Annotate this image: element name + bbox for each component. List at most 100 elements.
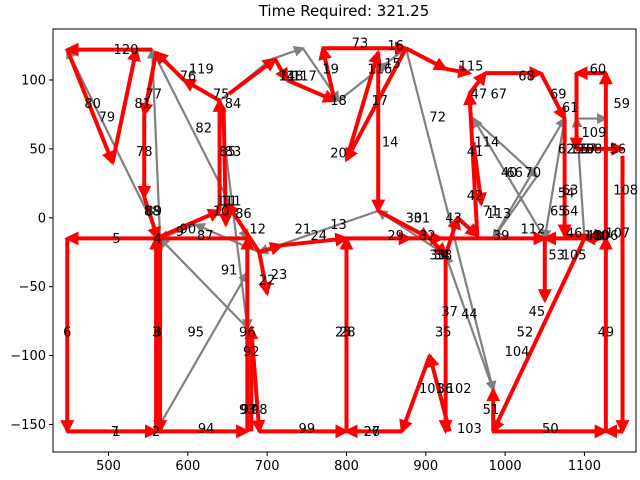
node-label-27: 27	[364, 425, 381, 440]
node-label-77: 77	[145, 87, 162, 102]
node-label-101: 101	[419, 382, 444, 397]
node-label-89: 89	[145, 204, 162, 219]
node-label-94: 94	[198, 422, 215, 437]
node-label-87: 87	[197, 229, 214, 244]
network-edge-3	[158, 236, 249, 329]
route-edge-20	[318, 45, 337, 102]
node-label-9: 9	[176, 225, 184, 240]
route-edges	[60, 41, 630, 439]
route-edge-47	[425, 352, 452, 432]
node-label-7: 7	[111, 425, 119, 440]
route-edge-13	[142, 196, 161, 242]
x-axis: 500 600 700 800 900 1000 1100	[96, 452, 601, 474]
node-label-79: 79	[99, 111, 116, 126]
x-tick-label-700: 700	[255, 459, 280, 474]
node-label-83: 83	[225, 145, 242, 160]
node-label-28: 28	[339, 326, 356, 341]
node-label-10: 10	[213, 204, 230, 219]
node-label-84: 84	[225, 97, 242, 112]
node-label-95: 95	[188, 326, 205, 341]
x-tick-label-900: 900	[413, 459, 438, 474]
route-edge-53	[249, 327, 266, 435]
node-label-47: 47	[471, 87, 488, 102]
network-edge-21	[472, 116, 546, 239]
node-label-85: 85	[219, 145, 236, 160]
route-edge-11	[139, 52, 159, 118]
route-edge-28	[456, 216, 480, 238]
node-label-80: 80	[84, 97, 101, 112]
node-label-70: 70	[525, 166, 542, 181]
node-label-52: 52	[517, 326, 534, 341]
route-edge-66	[445, 64, 473, 79]
node-label-34: 34	[433, 248, 450, 263]
node-label-33: 33	[429, 248, 446, 263]
node-label-108: 108	[613, 184, 638, 199]
node-label-69: 69	[550, 87, 567, 102]
node-label-30: 30	[406, 211, 423, 226]
node-label-26: 26	[364, 425, 381, 440]
x-tick-label-800: 800	[334, 459, 359, 474]
x-tick-label-600: 600	[175, 459, 200, 474]
node-label-51: 51	[483, 403, 500, 418]
node-label-1: 1	[112, 425, 120, 440]
x-tick-label-500: 500	[96, 459, 121, 474]
node-label-25: 25	[335, 326, 352, 341]
node-label-5: 5	[112, 232, 120, 247]
node-label-31: 31	[414, 211, 431, 226]
node-label-50: 50	[542, 422, 559, 437]
node-label-3: 3	[152, 326, 160, 341]
node-label-65: 65	[550, 204, 567, 219]
node-label-86: 86	[235, 207, 252, 222]
route-edge-62	[471, 141, 487, 207]
node-label-11: 11	[221, 195, 238, 210]
node-label-39: 39	[493, 229, 510, 244]
route-edge-17	[227, 57, 278, 96]
node-label-55: 55	[574, 142, 591, 157]
route-edge-58	[225, 201, 261, 254]
node-label-74: 74	[279, 69, 296, 84]
node-label-64: 64	[562, 204, 579, 219]
node-label-63: 63	[562, 184, 579, 199]
node-label-107: 107	[605, 226, 630, 241]
node-label-45: 45	[529, 305, 546, 320]
x-tick-label-1100: 1100	[568, 459, 601, 474]
node-label-21: 21	[295, 222, 312, 237]
node-label-58: 58	[586, 142, 603, 157]
route-edge-43	[491, 237, 587, 434]
node-label-68: 68	[518, 69, 535, 84]
node-label-100: 100	[584, 229, 609, 244]
route-edge-18	[273, 58, 289, 83]
network-edge-14	[443, 252, 495, 391]
node-label-57: 57	[580, 142, 597, 157]
node-label-111: 111	[217, 195, 242, 210]
node-label-115: 115	[459, 60, 484, 75]
node-label-53: 53	[548, 248, 565, 263]
route-edge-56	[281, 232, 350, 248]
chart-title: Time Required: 321.25	[258, 2, 430, 20]
node-label-38: 38	[436, 248, 453, 263]
node-label-75: 75	[213, 87, 230, 102]
node-label-43: 43	[445, 211, 462, 226]
route-edge-9	[181, 78, 221, 103]
y-tick-label--50: −50	[19, 280, 46, 295]
node-label-98: 98	[251, 403, 268, 418]
node-label-37: 37	[441, 305, 458, 320]
node-label-103: 103	[457, 422, 482, 437]
node-label-96: 96	[239, 326, 256, 341]
route-edge-25	[377, 209, 433, 241]
route-edge-23	[344, 49, 382, 161]
node-label-106: 106	[593, 229, 618, 244]
node-label-18: 18	[330, 94, 347, 109]
node-label-119: 119	[189, 62, 214, 77]
network-edge-23	[491, 175, 538, 241]
node-label-14: 14	[382, 135, 399, 150]
node-label-120: 120	[114, 43, 139, 58]
node-label-49: 49	[598, 326, 615, 341]
node-label-117: 117	[292, 69, 317, 84]
node-label-113: 113	[486, 207, 511, 222]
node-label-54: 54	[558, 186, 575, 201]
node-label-48: 48	[586, 229, 603, 244]
node-label-118: 118	[279, 69, 304, 84]
